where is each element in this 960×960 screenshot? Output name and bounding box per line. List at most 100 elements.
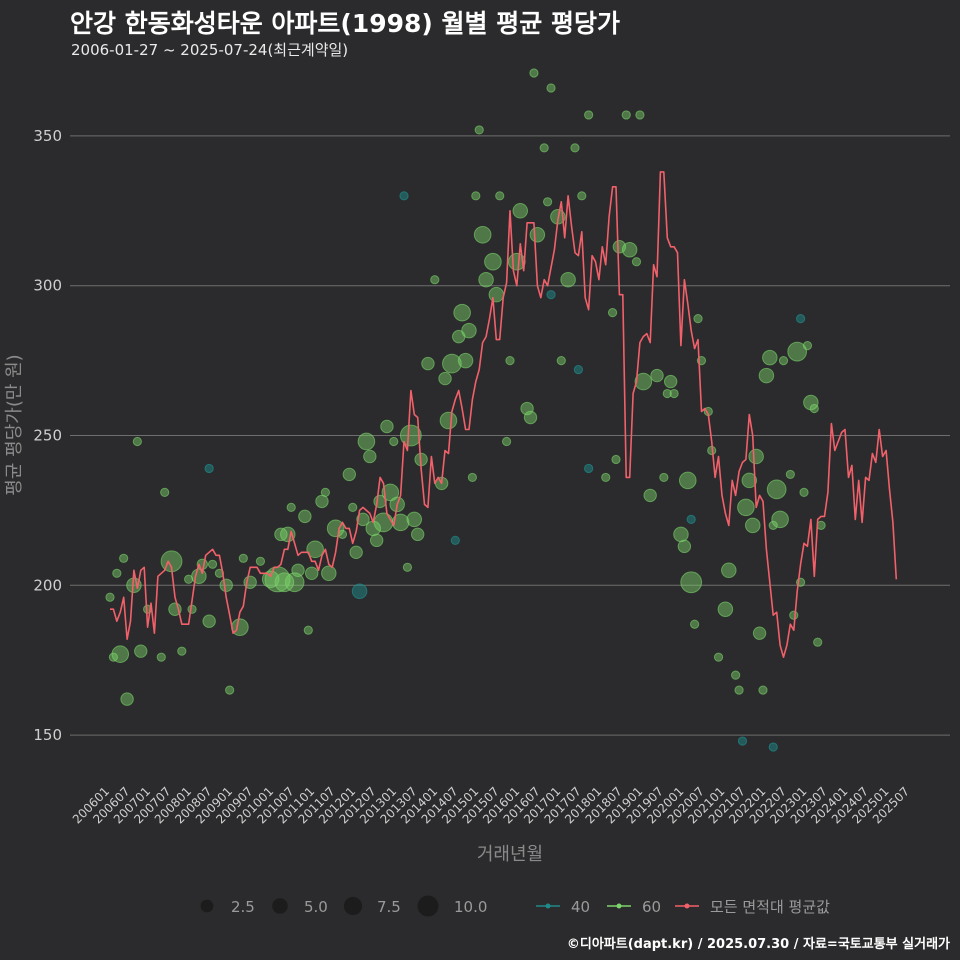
average-line — [110, 171, 898, 659]
point-60 — [274, 572, 295, 593]
point-60 — [787, 341, 808, 362]
point-60 — [762, 349, 778, 366]
point-60 — [337, 529, 348, 539]
point-60 — [474, 125, 484, 135]
point-60 — [315, 494, 329, 509]
point-60 — [321, 565, 337, 582]
point-60 — [438, 371, 452, 386]
point-60 — [713, 652, 724, 662]
point-60 — [607, 308, 618, 318]
legend-size-label: 7.5 — [377, 898, 401, 916]
point-60 — [453, 303, 471, 322]
point-60 — [621, 241, 638, 258]
point-60 — [108, 652, 119, 662]
point-60 — [802, 341, 813, 351]
point-60 — [134, 644, 148, 658]
legend-item-average-dot — [684, 903, 690, 909]
y-tick-label: 250 — [33, 426, 62, 444]
point-60 — [556, 355, 566, 366]
point-60 — [303, 625, 313, 635]
point-60 — [473, 225, 492, 244]
point-60 — [529, 68, 539, 78]
point-60 — [611, 454, 621, 465]
point-60 — [348, 502, 358, 512]
point-60 — [369, 533, 384, 548]
point-60 — [758, 685, 768, 695]
point-60 — [495, 191, 505, 201]
legend-size-circle — [272, 898, 288, 914]
point-60 — [406, 511, 423, 528]
point-60 — [410, 527, 425, 542]
point-60 — [631, 257, 642, 267]
legend-size-label: 5.0 — [304, 898, 328, 916]
point-60 — [621, 110, 631, 120]
point-40 — [768, 742, 778, 752]
point-60 — [119, 553, 129, 563]
point-60 — [659, 472, 669, 483]
legend: 2.5 5.0 7.5 10.0 40 60 모든 면적대 평균값 — [200, 895, 830, 917]
point-60 — [457, 352, 474, 369]
point-60 — [306, 540, 324, 559]
point-60 — [523, 410, 538, 425]
point-40 — [584, 463, 594, 474]
point-60 — [402, 562, 413, 572]
point-60 — [381, 483, 400, 502]
legend-size-label: 10.0 — [454, 898, 487, 916]
y-tick-label: 200 — [33, 576, 62, 594]
point-60 — [421, 356, 435, 371]
point-60 — [744, 517, 761, 534]
point-60 — [778, 355, 789, 366]
point-60 — [741, 472, 758, 489]
point-60 — [202, 614, 216, 628]
point-60 — [529, 227, 546, 243]
point-60 — [677, 539, 692, 554]
point-60 — [752, 626, 767, 640]
point-60 — [717, 601, 734, 617]
point-60 — [156, 652, 166, 662]
point-60 — [512, 203, 529, 219]
point-60 — [634, 372, 653, 391]
point-60 — [813, 637, 823, 647]
point-60 — [693, 314, 703, 324]
point-60 — [373, 512, 394, 533]
legend-size-label: 2.5 — [231, 898, 255, 916]
legend-item-40-label: 40 — [571, 898, 590, 916]
point-60 — [442, 353, 462, 374]
point-60 — [286, 502, 296, 512]
point-60 — [501, 436, 512, 447]
point-60 — [291, 563, 305, 577]
point-60 — [650, 368, 664, 383]
point-60 — [342, 467, 357, 482]
point-60 — [484, 252, 502, 271]
point-60 — [363, 449, 377, 464]
point-40 — [546, 290, 556, 300]
y-tick-labels: 150 200 250 300 350 — [33, 127, 62, 744]
x-tick-labels: 2006012006072007012007072008012008072009… — [70, 784, 912, 826]
point-60 — [326, 519, 345, 538]
legend-item-60-dot — [616, 903, 622, 909]
point-60 — [207, 559, 218, 569]
point-60 — [789, 610, 799, 620]
point-60 — [577, 191, 587, 201]
point-60 — [768, 520, 778, 530]
point-60 — [380, 419, 394, 434]
point-60 — [601, 472, 611, 483]
point-60 — [505, 355, 515, 366]
point-60 — [389, 436, 399, 447]
point-60 — [357, 432, 376, 451]
point-60 — [584, 110, 594, 120]
point-60 — [467, 472, 477, 483]
point-40 — [737, 736, 748, 746]
point-60 — [570, 143, 580, 153]
point-60 — [238, 553, 248, 563]
point-60 — [737, 498, 755, 517]
point-40 — [204, 463, 214, 474]
point-60 — [771, 510, 789, 529]
point-60 — [219, 578, 233, 592]
point-60 — [799, 487, 809, 498]
point-60 — [663, 374, 678, 389]
legend-size-circle — [343, 896, 363, 916]
point-60 — [635, 110, 645, 120]
point-60 — [546, 83, 556, 93]
